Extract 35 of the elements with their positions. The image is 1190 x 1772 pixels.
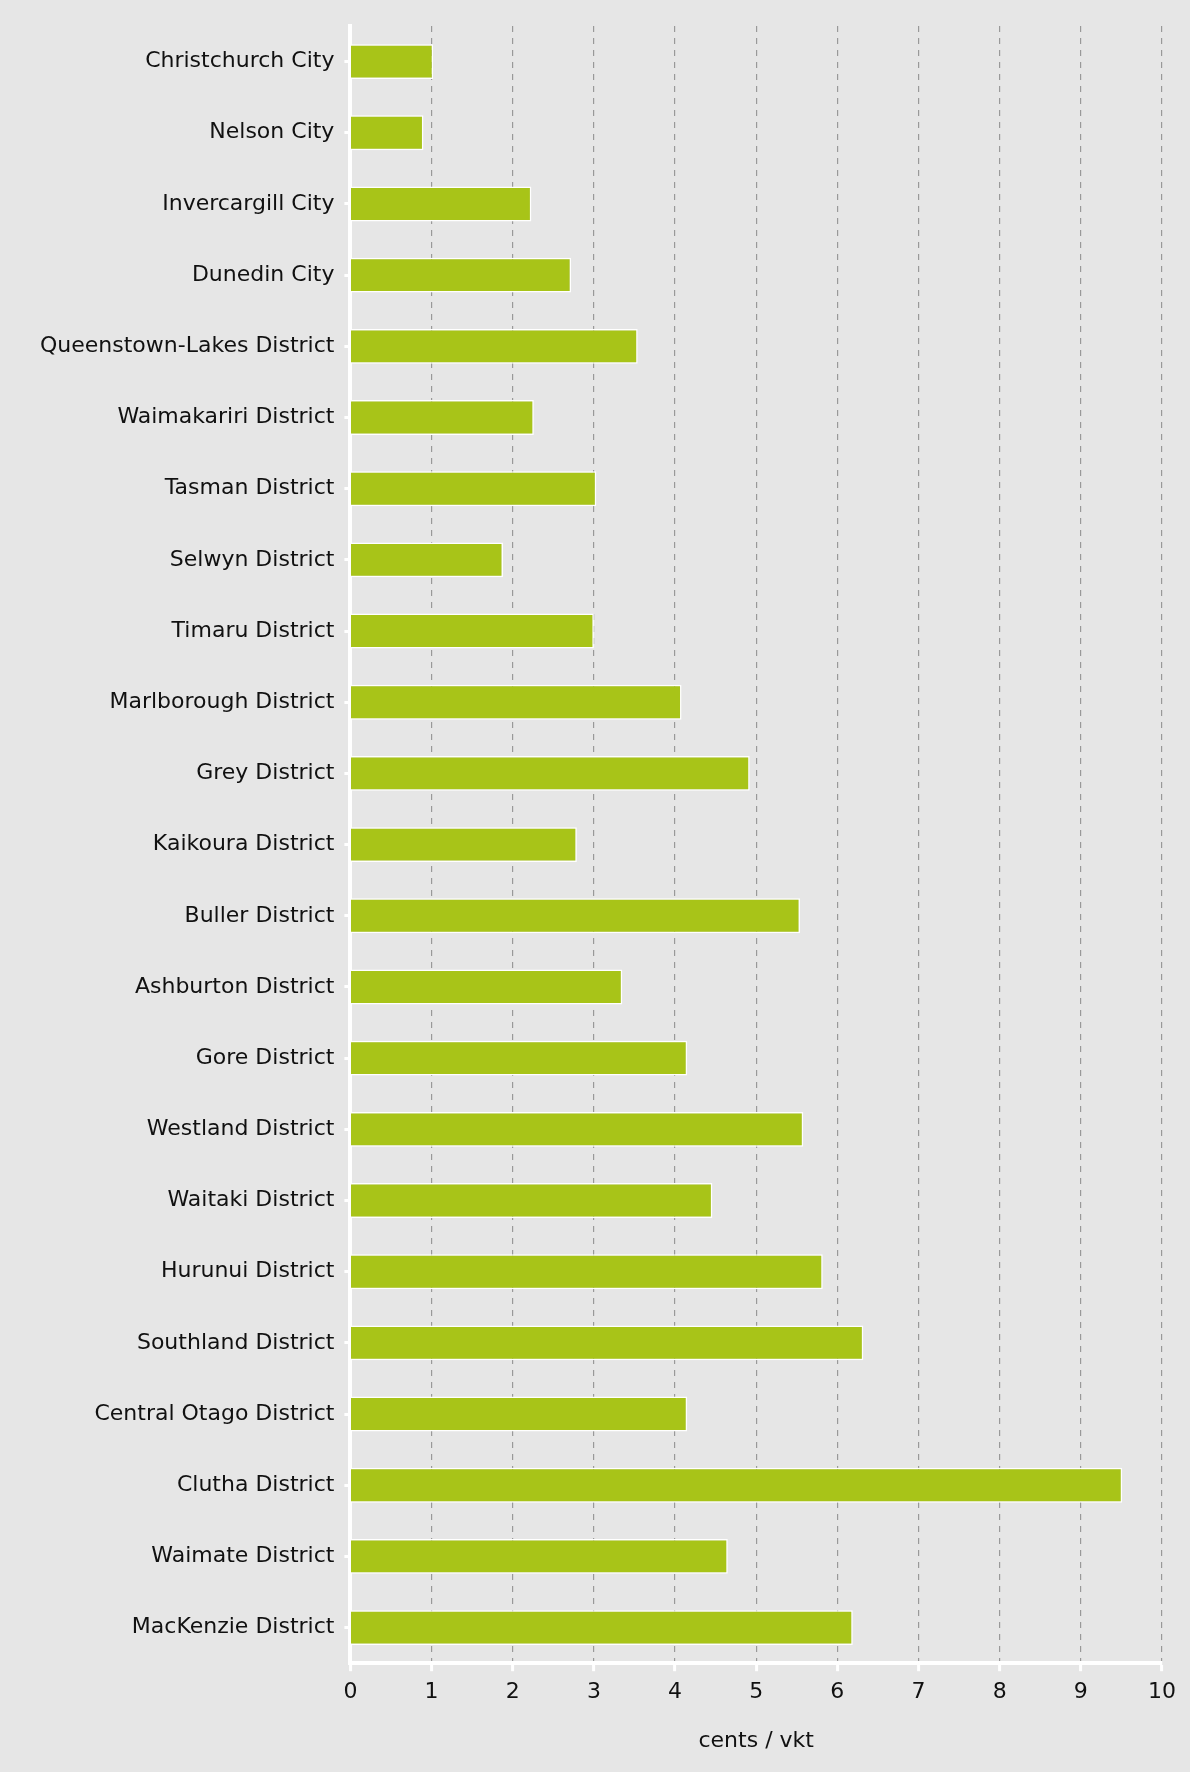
y-tick-label: Waitaki District [167,1186,335,1212]
y-tick-label: Timaru District [170,616,335,642]
y-tick-label: Tasman District [163,474,335,500]
y-tick-label: Invercargill City [162,189,335,215]
x-axis-title: cents / vkt [698,1726,815,1752]
y-tick-label: Dunedin City [191,260,335,286]
x-tick-label: 2 [505,1678,520,1704]
y-tick-label: Central Otago District [94,1399,335,1425]
y-tick-label: Waimakariri District [117,403,335,429]
y-tick-label: Marlborough District [109,687,335,713]
y-tick-label: Gore District [195,1043,335,1069]
y-tick-label: Southland District [136,1328,335,1354]
x-tick-label: 1 [424,1678,439,1704]
x-tick-label: 10 [1148,1678,1176,1704]
y-tick-label: Clutha District [176,1470,335,1496]
x-tick-label: 9 [1073,1678,1088,1704]
y-tick-label: Selwyn District [169,545,335,571]
y-tick-label: Buller District [184,901,335,927]
y-tick-label: Ashburton District [134,972,335,998]
x-tick-label: 5 [749,1678,764,1704]
y-tick-label: Christchurch City [145,47,335,73]
y-tick-label: Westland District [146,1115,335,1141]
x-tick-label: 7 [911,1678,926,1704]
y-tick-label: Queenstown-Lakes District [39,332,335,358]
x-tick-label: 0 [343,1678,358,1704]
y-tick-label: MacKenzie District [131,1613,335,1639]
y-tick-label: Grey District [196,759,335,785]
x-tick-label: 6 [830,1678,845,1704]
y-tick-label: Hurunui District [160,1257,335,1283]
y-tick-label: Kaikoura District [152,830,335,856]
x-tick-label: 8 [992,1678,1007,1704]
y-tick-label: Waimate District [151,1542,335,1568]
x-tick-label: 4 [668,1678,683,1704]
x-tick-label: 3 [586,1678,601,1704]
y-tick-label: Nelson City [209,118,335,144]
